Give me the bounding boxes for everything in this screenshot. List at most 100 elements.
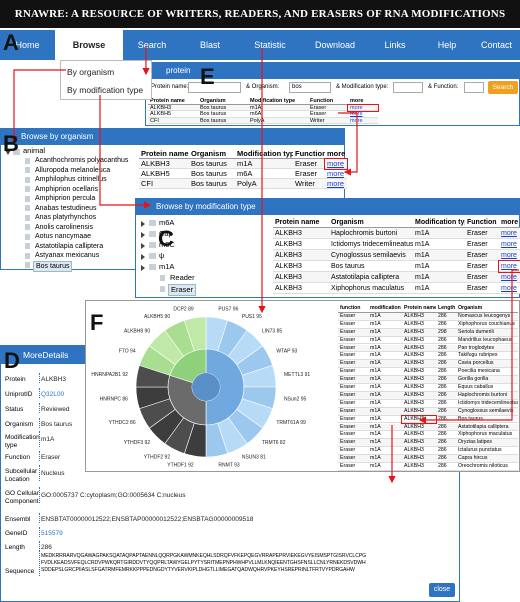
table-cell: 286 (436, 376, 456, 384)
nav-item[interactable]: Home (15, 40, 40, 50)
table-cell: Eraser (338, 320, 368, 329)
tree-root[interactable]: animal (23, 146, 46, 155)
more-link[interactable]: more (499, 228, 520, 239)
text-input[interactable] (393, 82, 423, 93)
field-value[interactable]: Q32L00 (41, 391, 65, 398)
nav-item[interactable]: Search (137, 40, 167, 50)
tree-toggle[interactable] (141, 221, 145, 227)
tree-item[interactable]: m6A (159, 218, 175, 227)
tree-item[interactable]: Astatotilapia calliptera (35, 242, 104, 250)
file-icon (25, 176, 30, 183)
tree-toggle[interactable] (5, 150, 11, 155)
nav-item[interactable]: Statistic (254, 40, 286, 50)
tree-toggle[interactable] (141, 265, 145, 271)
tree-item[interactable]: Acanthochromis polyacanthus (35, 157, 129, 164)
tree-item[interactable]: m1A (159, 262, 175, 271)
panel-letter: E (200, 64, 215, 89)
file-icon (25, 205, 30, 211)
table-cell: Takifugu rubripes (456, 352, 518, 361)
text-input[interactable]: bos (289, 82, 331, 93)
more-link[interactable]: more (499, 239, 520, 250)
nav-item[interactable]: Help (437, 40, 457, 50)
tree-toggle[interactable] (141, 254, 145, 260)
more-link[interactable]: more (499, 250, 520, 261)
more-link[interactable]: more (324, 158, 348, 170)
tree-item[interactable]: Astyanax mexicanus (35, 252, 100, 259)
modification-panel: Browse by modification type m6A Cap m5C ψ m1A… (135, 198, 520, 298)
panel-letter: C (158, 226, 174, 251)
more-link[interactable]: more (498, 260, 520, 273)
table-cell: ALKBH3 (273, 272, 329, 283)
file-icon (25, 167, 30, 173)
tree-item[interactable]: Amphiprion ocellaris (35, 185, 99, 193)
panel-letter: D (4, 348, 20, 373)
tree-item[interactable]: Alluropoda melanoleuca (35, 166, 111, 174)
tree-item[interactable]: ψ (159, 251, 165, 260)
table-cell: m1A (368, 352, 402, 361)
column-header: Protein name (148, 98, 198, 105)
nav-item[interactable]: Contact (480, 40, 513, 50)
more-link[interactable]: more (347, 103, 379, 112)
nav-item[interactable]: Browse (55, 30, 123, 60)
table-cell: Eraser (338, 431, 368, 440)
tree-toggle[interactable] (141, 243, 145, 249)
field-label: GO Cellular Component (5, 490, 39, 505)
field-separator (39, 388, 40, 398)
table-cell: Eraser (338, 384, 368, 392)
tree-item[interactable]: Reader (170, 273, 195, 282)
menu-item[interactable]: By modification type (67, 85, 144, 95)
tree-item[interactable]: Aotus nancymaae (35, 233, 92, 240)
text-input[interactable] (464, 82, 484, 93)
table-cell: Eraser (338, 360, 368, 369)
table-cell: 286 (436, 344, 456, 353)
column-header: Organism (456, 305, 518, 313)
more-link[interactable]: more (499, 272, 520, 283)
table-cell: Xiphophorus maculatus (456, 431, 518, 440)
tree-item[interactable]: Cap (159, 229, 173, 238)
tree-item[interactable]: Amphiprion percula (35, 195, 96, 202)
field-label: Modification type (5, 434, 40, 449)
sunburst-label: HNRNPC 86 (100, 397, 129, 403)
table-cell: Eraser (293, 159, 325, 169)
tree-item[interactable]: Eraser (168, 284, 197, 296)
tree-item[interactable]: Anas platyrhynchos (35, 214, 97, 221)
table-cell: Eraser (338, 376, 368, 384)
table-cell: ALKBH3 (402, 455, 436, 463)
table-cell: Ictidomys tridecemlineatus (456, 399, 518, 408)
table-cell: m1A (368, 423, 402, 432)
more-link[interactable]: more (325, 179, 347, 189)
field-value[interactable]: 515579 (41, 530, 63, 537)
tree-item[interactable]: Amphilophus citrinellus (35, 176, 107, 183)
more-link[interactable]: more (499, 283, 520, 294)
search-button[interactable]: Search (488, 81, 518, 94)
nav-item[interactable]: Blast (199, 40, 220, 50)
nav-item[interactable]: Links (384, 40, 406, 50)
table-cell: Eraser (293, 169, 325, 179)
tree-item[interactable]: Anolis carolinensis (35, 223, 93, 231)
table-cell: 286 (436, 455, 456, 463)
field-value: 286 (41, 544, 52, 551)
close-button[interactable]: close (429, 583, 455, 597)
folder-icon (149, 220, 156, 226)
table-cell: ALKBH3 (402, 344, 436, 353)
field-separator (39, 541, 40, 551)
sunburst-label: TRMT61A 99 (276, 420, 306, 426)
text-input[interactable] (188, 82, 241, 93)
menu-item[interactable]: By organism (67, 67, 115, 77)
table-cell: ALKBH3 (401, 414, 437, 425)
nav-item[interactable]: Download (314, 40, 356, 50)
more-link[interactable]: more (348, 117, 378, 124)
tree-item[interactable]: Bos taurus (33, 260, 73, 272)
tree-item[interactable]: m5C (159, 240, 175, 249)
panel-header: Browse by modification type (136, 199, 519, 215)
tree-toggle[interactable] (141, 232, 145, 238)
form-label: & Organism: (246, 84, 280, 90)
tree-item[interactable]: Anabas testudineus (35, 204, 97, 212)
browse-menu: By organism By modification type (60, 60, 152, 100)
field-value: ALKBH3 (41, 376, 66, 383)
more-link[interactable]: more (325, 169, 347, 179)
column-header: function (338, 305, 368, 313)
table-cell: Cynoglossus semilaevis (329, 250, 413, 261)
table-cell: Eraser (338, 407, 368, 416)
form-label: Protein name: (151, 84, 189, 90)
